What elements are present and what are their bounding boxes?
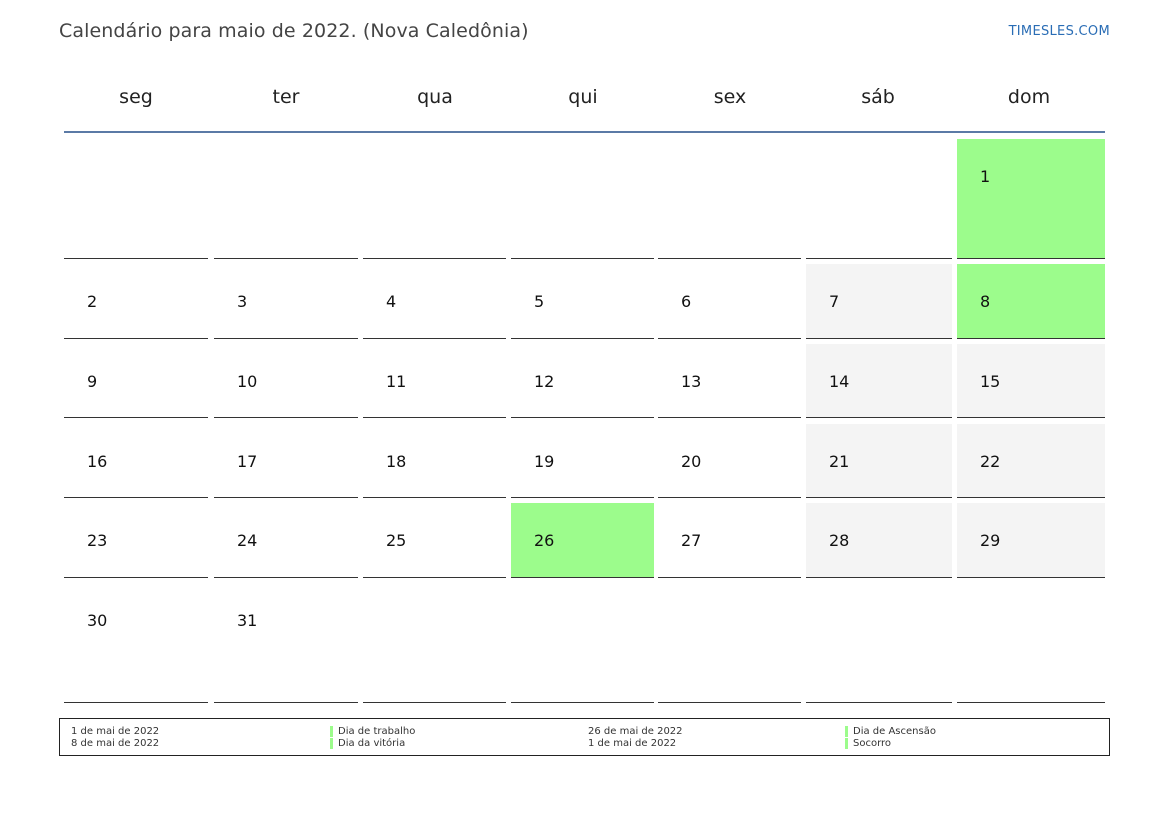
day-cell[interactable]: 26	[511, 503, 654, 578]
day-cell[interactable]: 9	[64, 344, 208, 418]
day-number: 13	[681, 372, 702, 391]
day-cell[interactable]: 2	[64, 264, 208, 339]
day-cell[interactable]: 8	[957, 264, 1105, 339]
day-number: 4	[386, 292, 397, 311]
day-cell[interactable]: 4	[363, 264, 506, 339]
legend-swatch	[330, 726, 333, 737]
day-cell[interactable]: 16	[64, 424, 208, 498]
day-cell[interactable]: 1	[957, 139, 1105, 259]
day-number: 19	[534, 452, 555, 471]
legend-date: 1 de mai de 2022	[588, 738, 677, 749]
day-number: 15	[980, 372, 1001, 391]
day-number: 10	[237, 372, 258, 391]
day-number: 6	[681, 292, 692, 311]
day-number: 24	[237, 531, 258, 550]
weekday-sun: dom	[1007, 86, 1051, 108]
weekday-mon: seg	[119, 86, 153, 108]
legend-holiday-name: Dia de Ascensão	[853, 726, 936, 737]
day-cell[interactable]	[64, 139, 208, 259]
day-cell[interactable]: 5	[511, 264, 654, 339]
day-number: 3	[237, 292, 248, 311]
brand-link[interactable]: TIMESLES.COM	[1008, 24, 1110, 39]
legend-date: 8 de mai de 2022	[71, 738, 160, 749]
day-number: 1	[980, 167, 991, 186]
day-cell[interactable]: 24	[214, 503, 358, 578]
weekday-tue: ter	[272, 86, 300, 108]
day-cell[interactable]	[658, 583, 801, 703]
legend-holiday-name: Socorro	[853, 738, 892, 749]
holiday-legend: 1 de mai de 2022 8 de mai de 2022 Dia de…	[59, 718, 1110, 756]
weekday-fri: sex	[713, 86, 747, 108]
weekday-thu: qui	[568, 86, 598, 108]
day-cell[interactable]: 15	[957, 344, 1105, 418]
legend-swatch	[330, 738, 333, 749]
day-number: 2	[87, 292, 98, 311]
day-number: 14	[829, 372, 850, 391]
day-number: 16	[87, 452, 108, 471]
day-number: 23	[87, 531, 108, 550]
day-number: 30	[87, 611, 108, 630]
weekday-header-row: seg ter qua qui sex sáb dom	[0, 86, 1169, 116]
day-number: 27	[681, 531, 702, 550]
day-number: 8	[980, 292, 991, 311]
legend-swatch	[845, 738, 848, 749]
day-cell[interactable]: 3	[214, 264, 358, 339]
day-number: 12	[534, 372, 555, 391]
day-cell[interactable]	[511, 583, 654, 703]
legend-date: 26 de mai de 2022	[588, 726, 683, 737]
legend-date: 1 de mai de 2022	[71, 726, 160, 737]
day-cell[interactable]: 31	[214, 583, 358, 703]
day-cell[interactable]: 22	[957, 424, 1105, 498]
day-number: 31	[237, 611, 258, 630]
day-cell[interactable]	[214, 139, 358, 259]
day-number: 9	[87, 372, 98, 391]
day-cell[interactable]: 12	[511, 344, 654, 418]
day-cell[interactable]: 13	[658, 344, 801, 418]
legend-holiday-name: Dia de trabalho	[338, 726, 416, 737]
day-cell[interactable]: 19	[511, 424, 654, 498]
day-cell[interactable]: 7	[806, 264, 952, 339]
day-number: 22	[980, 452, 1001, 471]
day-cell[interactable]: 30	[64, 583, 208, 703]
day-number: 29	[980, 531, 1001, 550]
day-number: 21	[829, 452, 850, 471]
day-cell[interactable]: 10	[214, 344, 358, 418]
day-cell[interactable]	[957, 583, 1105, 703]
weekday-wed: qua	[417, 86, 453, 108]
day-cell[interactable]: 27	[658, 503, 801, 578]
day-number: 25	[386, 531, 407, 550]
day-cell[interactable]: 23	[64, 503, 208, 578]
day-cell[interactable]	[363, 583, 506, 703]
day-cell[interactable]	[658, 139, 801, 259]
page-title: Calendário para maio de 2022. (Nova Cale…	[59, 20, 529, 42]
legend-swatch	[845, 726, 848, 737]
day-cell[interactable]: 28	[806, 503, 952, 578]
day-number: 7	[829, 292, 840, 311]
day-cell[interactable]: 14	[806, 344, 952, 418]
day-number: 18	[386, 452, 407, 471]
legend-holiday-name: Dia da vitória	[338, 738, 406, 749]
day-cell[interactable]	[363, 139, 506, 259]
day-number: 26	[534, 531, 555, 550]
day-cell[interactable]: 11	[363, 344, 506, 418]
day-cell[interactable]: 20	[658, 424, 801, 498]
day-cell[interactable]: 6	[658, 264, 801, 339]
day-cell[interactable]: 17	[214, 424, 358, 498]
day-cell[interactable]: 21	[806, 424, 952, 498]
day-number: 20	[681, 452, 702, 471]
day-cell[interactable]	[806, 583, 952, 703]
day-cell[interactable]: 29	[957, 503, 1105, 578]
day-number: 5	[534, 292, 545, 311]
day-number: 17	[237, 452, 258, 471]
day-cell[interactable]: 25	[363, 503, 506, 578]
day-number: 28	[829, 531, 850, 550]
day-cell[interactable]	[806, 139, 952, 259]
day-number: 11	[386, 372, 407, 391]
day-cell[interactable]: 18	[363, 424, 506, 498]
header-rule	[64, 131, 1105, 133]
weekday-sat: sáb	[861, 86, 895, 108]
day-cell[interactable]	[511, 139, 654, 259]
